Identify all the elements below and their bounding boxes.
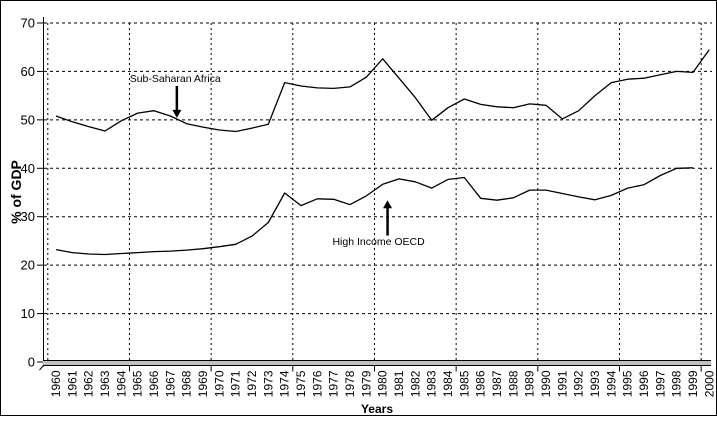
- series-line-sub-saharan-africa: [55, 49, 710, 133]
- year-tick-label: 1971: [229, 370, 243, 397]
- year-tick-label: 1967: [163, 370, 177, 397]
- year-tick-label: 1977: [327, 370, 341, 397]
- year-tick-label: 1999: [686, 370, 700, 397]
- series-line-high-income-oecd: [55, 167, 694, 256]
- year-tick-label: 1965: [131, 370, 145, 397]
- x-tick-labels: 1960 1961 1962 1963 1964 1965 1966 1967 1968 1969…: [49, 370, 716, 397]
- year-tick-label: 1973: [261, 370, 275, 397]
- year-tick-label: 1960: [49, 370, 63, 397]
- year-tick-label: 1997: [653, 370, 667, 397]
- year-tick-label: 1995: [621, 370, 635, 397]
- year-tick-label: 1961: [65, 370, 79, 397]
- year-tick-label: 1974: [278, 370, 292, 397]
- year-tick-label: 1981: [392, 370, 406, 397]
- year-tick-label: 1963: [98, 370, 112, 397]
- year-tick-label: 1982: [408, 370, 422, 397]
- year-tick-label: 1990: [539, 370, 553, 397]
- annotation-arrowhead: [383, 200, 393, 209]
- y-axis-title: % of GDP: [8, 160, 24, 224]
- year-tick-label: 1996: [637, 370, 651, 397]
- year-tick-label: 1983: [425, 370, 439, 397]
- year-tick-label: 1998: [670, 370, 684, 397]
- axes: [37, 17, 711, 372]
- chart-frame: 0 10 20 30 40 50 60 70 1960 1961 1962 1963 1964 1965…: [0, 0, 717, 416]
- gdp-line-chart: 0 10 20 30 40 50 60 70 1960 1961 1962 1963 1964 1965…: [8, 15, 716, 415]
- y-tick-label: 20: [21, 258, 35, 273]
- x-axis-band: [43, 361, 711, 366]
- y-tick-label: 70: [21, 15, 35, 30]
- year-tick-label: 1992: [572, 370, 586, 397]
- y-tick-label: 10: [21, 306, 35, 321]
- y-tick-label: 60: [21, 64, 35, 79]
- x-axis-band-corner: [39, 365, 44, 371]
- year-tick-label: 1984: [441, 370, 455, 397]
- year-tick-label: 1970: [212, 370, 226, 397]
- y-tick-label: 40: [21, 161, 35, 176]
- annotation-label: Sub-Saharan Africa: [130, 73, 221, 85]
- year-tick-label: 1993: [588, 370, 602, 397]
- x-axis-title: Years: [361, 402, 393, 415]
- year-tick-label: 1987: [490, 370, 504, 397]
- year-tick-label: 1978: [343, 370, 357, 397]
- year-tick-label: 1976: [310, 370, 324, 397]
- annotation-label: High Income OECD: [332, 236, 425, 248]
- year-tick-label: 1962: [82, 370, 96, 397]
- year-tick-label: 1968: [180, 370, 194, 397]
- year-tick-label: 1979: [359, 370, 373, 397]
- year-tick-label: 1972: [245, 370, 259, 397]
- year-tick-label: 1989: [523, 370, 537, 397]
- year-tick-label: 1964: [114, 370, 128, 397]
- y-tick-label: 30: [21, 209, 35, 224]
- year-tick-label: 1986: [474, 370, 488, 397]
- y-tick-labels: 0 10 20 30 40 50 60 70: [21, 15, 35, 369]
- year-tick-label: 2000: [702, 370, 716, 397]
- y-tick-label: 0: [28, 355, 35, 370]
- year-tick-label: 1988: [506, 370, 520, 397]
- year-tick-label: 1980: [376, 370, 390, 397]
- annotation-arrowhead: [172, 109, 182, 118]
- year-tick-label: 1975: [294, 370, 308, 397]
- year-tick-label: 1969: [196, 370, 210, 397]
- series-lines: [55, 49, 710, 256]
- year-tick-label: 1966: [147, 370, 161, 397]
- gridlines: [44, 22, 712, 360]
- y-tick-label: 50: [21, 112, 35, 127]
- year-tick-label: 1991: [555, 370, 569, 397]
- annotations: Sub-Saharan Africa High Income OECD: [130, 73, 425, 248]
- year-tick-label: 1985: [457, 370, 471, 397]
- year-tick-label: 1994: [604, 370, 618, 397]
